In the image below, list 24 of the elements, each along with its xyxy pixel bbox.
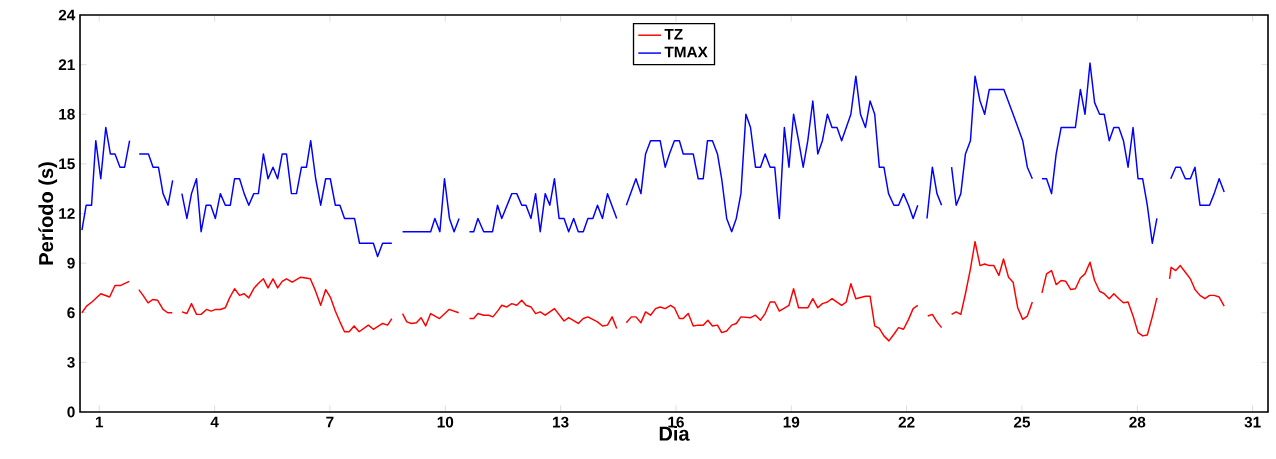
x-tick-label: 13 [553,416,569,428]
y-axis-title: Período (s) [38,162,58,265]
y-tick-label: 15 [59,158,75,170]
y-tick-label: 9 [67,257,75,269]
x-tick-label: 1 [95,416,104,428]
y-tick-label: 24 [58,9,76,21]
x-tick-label: 19 [783,416,800,428]
y-tick-label: 3 [67,356,75,368]
legend-label: TMAX [664,46,708,58]
y-tick-label: 21 [58,59,75,70]
x-tick-label: 4 [210,416,219,428]
x-tick-label: 10 [437,416,454,428]
x-tick-label: 28 [1129,416,1146,428]
x-tick-label: 25 [1013,416,1031,428]
x-tick-label: 16 [668,416,684,428]
x-tick-label: 31 [1244,416,1261,428]
x-tick-label: 7 [326,416,334,428]
legend-label: TZ [664,28,683,40]
y-tick-label: 18 [59,108,75,120]
x-tick-label: 22 [898,416,915,428]
x-axis-title: Dia [659,426,690,441]
y-tick-label: 0 [67,406,75,418]
y-tick-label: 12 [59,208,75,219]
y-tick-label: 6 [67,307,75,319]
